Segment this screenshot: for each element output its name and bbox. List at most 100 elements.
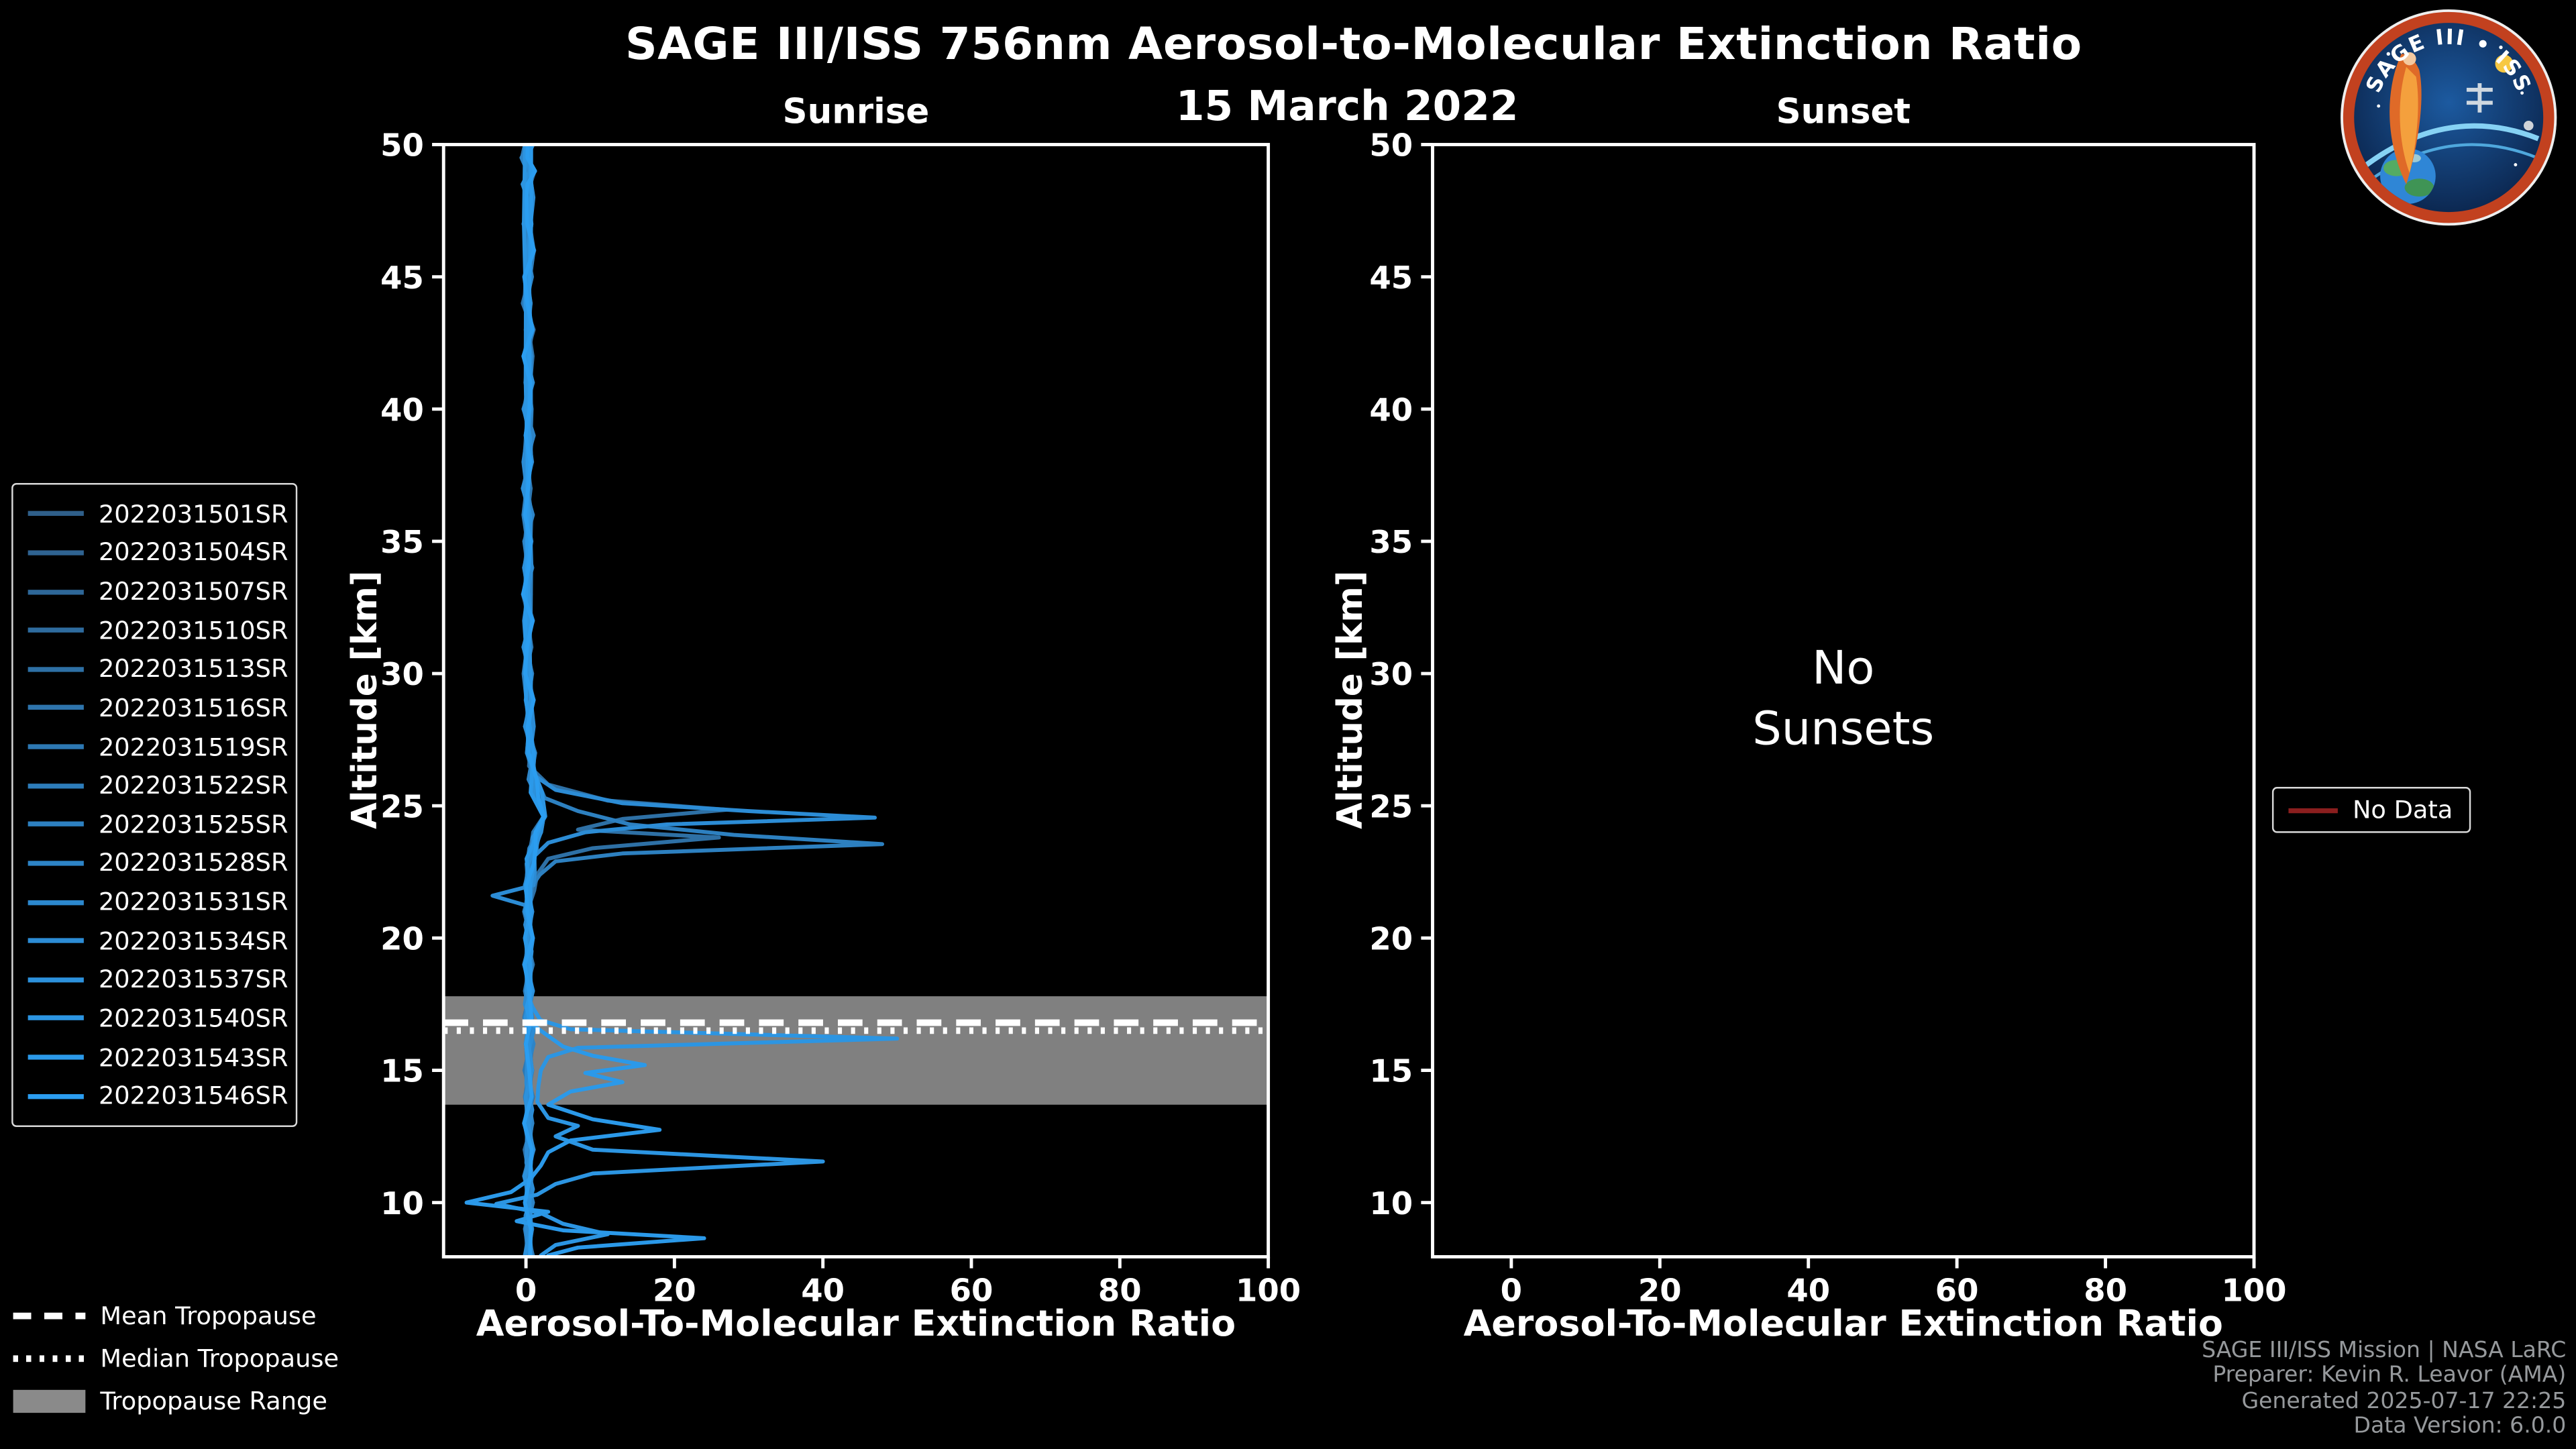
x-tick-label: 80 — [2084, 1273, 2127, 1309]
y-tick-label: 30 — [1369, 656, 1413, 692]
figure-date: 15 March 2022 — [1175, 82, 1519, 130]
orbit-swoosh — [2361, 123, 2540, 170]
legend-item: 2022031510SR — [28, 616, 288, 645]
y-tick-label: 20 — [1369, 921, 1413, 957]
y-tick-label: 50 — [380, 127, 424, 164]
credits: SAGE III/ISS Mission | NASA LaRC Prepare… — [2202, 1337, 2567, 1440]
legend-item: 2022031522SR — [28, 771, 288, 800]
x-tick-label: 60 — [1935, 1273, 1979, 1309]
tropopause-legend: Mean Tropopause Median Tropopause Tropopau… — [13, 1301, 339, 1416]
series-color-swatch — [28, 627, 84, 633]
series-color-swatch — [28, 589, 84, 594]
no-sunsets-line2: Sunsets — [1752, 701, 1935, 756]
series-2022031543SR — [464, 144, 706, 1257]
y-tick-label: 50 — [1369, 127, 1413, 164]
series-color-swatch — [28, 666, 84, 672]
credit-version: Data Version: 6.0.0 — [2353, 1413, 2567, 1440]
x-tick-label: 100 — [2221, 1273, 2286, 1309]
plot-frame — [441, 143, 1271, 1258]
y-tick-label: 20 — [380, 921, 424, 957]
sun — [2495, 54, 2514, 73]
sunrise-panel-title: Sunrise — [782, 92, 930, 131]
legend-item: 2022031501SR — [28, 499, 288, 529]
event-id-label: 2022031531SR — [98, 887, 288, 917]
sunrise-x-axis-label: Aerosol-To-Molecular Extinction Ratio — [476, 1304, 1236, 1346]
legend-item: 2022031519SR — [28, 732, 288, 761]
event-id-label: 2022031513SR — [98, 654, 288, 684]
event-id-label: 2022031546SR — [98, 1081, 288, 1111]
tropopause-legend-label: Mean Tropopause — [100, 1301, 317, 1331]
legend-item: 2022031507SR — [28, 577, 288, 606]
event-id-label: 2022031537SR — [98, 965, 288, 995]
iss-satellite — [2466, 83, 2493, 113]
legend-item: 2022031540SR — [28, 1004, 288, 1033]
sunset-no-data-legend: No Data — [2271, 787, 2471, 833]
event-id-label: 2022031501SR — [98, 499, 288, 529]
series-color-swatch — [28, 1016, 84, 1021]
series-color-swatch — [28, 822, 84, 827]
sunset-x-axis-label: Aerosol-To-Molecular Extinction Ratio — [1463, 1304, 2223, 1346]
x-tick-label: 20 — [1638, 1273, 1682, 1309]
legend-item: 2022031525SR — [28, 810, 288, 839]
y-tick-label: 35 — [1369, 524, 1413, 560]
event-id-label: 2022031522SR — [98, 771, 288, 801]
plot-frame — [1431, 143, 2256, 1258]
no-data-label: No Data — [2352, 795, 2453, 825]
moon — [2524, 120, 2534, 131]
x-tick-label: 100 — [1236, 1273, 1301, 1309]
tropopause-legend-label: Median Tropopause — [100, 1344, 339, 1374]
dotted-swatch — [13, 1355, 86, 1362]
series-color-swatch — [28, 550, 84, 555]
tropopause-legend-label: Tropopause Range — [100, 1386, 327, 1417]
tropopause-legend-item: Mean Tropopause — [13, 1301, 339, 1331]
y-tick-label: 10 — [1369, 1185, 1413, 1222]
y-tick-label: 10 — [380, 1185, 424, 1222]
series-color-swatch — [28, 744, 84, 749]
series-color-swatch — [28, 861, 84, 866]
x-tick-label: 0 — [515, 1273, 537, 1309]
y-tick-label: 35 — [380, 524, 424, 560]
series-2022031540SR — [494, 144, 900, 1257]
series-color-swatch — [28, 1055, 84, 1060]
y-tick-label: 15 — [1369, 1053, 1413, 1089]
x-tick-label: 60 — [950, 1273, 994, 1309]
no-sunsets-line1: No — [1812, 641, 1875, 695]
series-color-swatch — [28, 705, 84, 711]
x-tick-label: 40 — [801, 1273, 845, 1309]
credit-generated: Generated 2025-07-17 22:25 — [2241, 1387, 2567, 1415]
series-color-swatch — [28, 1093, 84, 1099]
legend-item: 2022031513SR — [28, 654, 288, 684]
event-id-label: 2022031507SR — [98, 576, 288, 606]
series-color-swatch — [28, 938, 84, 944]
y-tick-label: 25 — [380, 788, 424, 824]
x-tick-label: 20 — [653, 1273, 696, 1309]
figure-title: SAGE III/ISS 756nm Aerosol-to-Molecular … — [625, 19, 2082, 71]
y-tick-label: 40 — [1369, 392, 1413, 428]
sage-iss-mission-patch: SAGE III • ISS — [2341, 9, 2557, 226]
legend-item: 2022031516SR — [28, 693, 288, 722]
y-tick-label: 15 — [380, 1053, 424, 1089]
event-id-label: 2022031525SR — [98, 809, 288, 839]
event-id-label: 2022031543SR — [98, 1042, 288, 1073]
band-swatch — [13, 1389, 86, 1413]
legend-item: 2022031534SR — [28, 926, 288, 956]
legend-item: 2022031543SR — [28, 1042, 288, 1072]
credit-mission: SAGE III/ISS Mission | NASA LaRC — [2202, 1337, 2567, 1364]
tropopause-legend-item: Tropopause Range — [13, 1387, 339, 1416]
y-tick-label: 45 — [380, 260, 424, 296]
dashed-swatch — [13, 1312, 86, 1320]
x-tick-label: 80 — [1098, 1273, 1142, 1309]
event-id-label: 2022031516SR — [98, 693, 288, 723]
series-color-swatch — [28, 977, 84, 983]
legend-item: 2022031531SR — [28, 888, 288, 917]
sunrise-events-legend: 2022031501SR 2022031504SR 2022031507SR 2022… — [11, 483, 298, 1128]
event-id-label: 2022031534SR — [98, 926, 288, 956]
legend-item: 2022031504SR — [28, 538, 288, 568]
legend-item: 2022031537SR — [28, 965, 288, 994]
sunset-panel-title: Sunset — [1776, 92, 1911, 131]
event-id-label: 2022031510SR — [98, 615, 288, 645]
tropopause-legend-item: Median Tropopause — [13, 1344, 339, 1373]
y-tick-label: 30 — [380, 656, 424, 692]
